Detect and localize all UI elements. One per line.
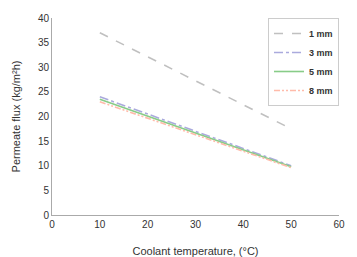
svg-text:20: 20 [38, 111, 50, 122]
svg-text:0: 0 [43, 210, 49, 221]
svg-text:0: 0 [49, 219, 55, 230]
svg-text:30: 30 [190, 219, 202, 230]
svg-text:60: 60 [333, 219, 345, 230]
svg-text:1 mm: 1 mm [309, 29, 333, 39]
svg-text:3 mm: 3 mm [309, 48, 333, 58]
svg-text:30: 30 [38, 62, 50, 73]
svg-text:25: 25 [38, 86, 50, 97]
svg-text:20: 20 [142, 219, 154, 230]
svg-text:50: 50 [286, 219, 298, 230]
svg-text:15: 15 [38, 136, 50, 147]
svg-text:Permeate flux (kg/m²h): Permeate flux (kg/m²h) [10, 61, 22, 173]
svg-text:5: 5 [43, 185, 49, 196]
svg-text:40: 40 [38, 13, 50, 24]
svg-text:8 mm: 8 mm [309, 86, 333, 96]
svg-text:5 mm: 5 mm [309, 67, 333, 77]
svg-text:10: 10 [38, 160, 50, 171]
svg-text:Coolant temperature, (°C): Coolant temperature, (°C) [132, 245, 258, 257]
svg-text:10: 10 [94, 219, 106, 230]
svg-text:40: 40 [238, 219, 250, 230]
svg-text:35: 35 [38, 37, 50, 48]
